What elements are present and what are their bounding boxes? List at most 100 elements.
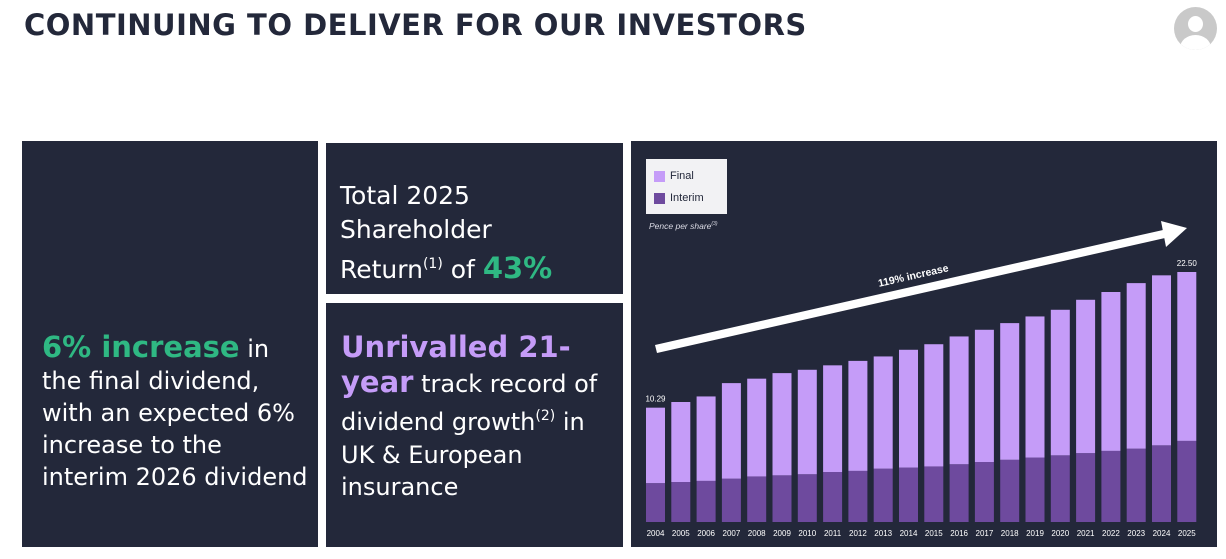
total-label-2025: 22.50 bbox=[1177, 259, 1198, 268]
dividend-increase-panel: 6% increase in the final dividend, with … bbox=[22, 141, 318, 547]
bar-final-2016 bbox=[949, 336, 969, 465]
avatar-body bbox=[1180, 35, 1211, 50]
track-record-body-a: track record of dividend growth bbox=[341, 369, 598, 437]
x-tick-label-2007: 2007 bbox=[723, 529, 741, 538]
shareholder-return-text: Total 2025 Shareholder Return(1) of 43% bbox=[340, 179, 615, 287]
bar-final-2024 bbox=[1152, 275, 1171, 446]
bar-final-2022 bbox=[1101, 292, 1121, 451]
x-tick-label-2022: 2022 bbox=[1102, 529, 1120, 538]
x-tick-label-2011: 2011 bbox=[824, 529, 842, 538]
bar-final-2011 bbox=[823, 365, 843, 472]
return-footnote: (1) bbox=[422, 256, 443, 272]
chart-y-unit-footnote: (3) bbox=[711, 221, 718, 228]
track-record-panel: Unrivalled 21-year track record of divid… bbox=[326, 303, 623, 547]
x-tick-label-2025: 2025 bbox=[1178, 529, 1196, 538]
bar-interim-2009 bbox=[772, 475, 792, 522]
shareholder-return-panel: Total 2025 Shareholder Return(1) of 43% bbox=[326, 143, 623, 294]
bar-interim-2012 bbox=[848, 470, 868, 522]
dividend-increase-highlight: 6% increase bbox=[42, 330, 240, 364]
return-line-3-mid: of bbox=[442, 255, 483, 284]
legend-label-final: Final bbox=[670, 170, 694, 182]
bar-interim-2022 bbox=[1101, 450, 1121, 522]
growth-arrow-shaft bbox=[655, 230, 1165, 353]
bar-interim-2024 bbox=[1152, 445, 1171, 522]
x-tick-label-2023: 2023 bbox=[1127, 529, 1145, 538]
bar-final-2006 bbox=[696, 396, 716, 481]
return-line-3: Return(1) of 43% bbox=[340, 247, 615, 287]
bar-final-2017 bbox=[974, 329, 994, 462]
x-tick-label-2013: 2013 bbox=[874, 529, 892, 538]
bar-interim-2010 bbox=[797, 474, 817, 522]
bar-final-2019 bbox=[1025, 316, 1045, 458]
bar-interim-2025 bbox=[1177, 440, 1197, 522]
bar-final-2018 bbox=[1000, 323, 1020, 460]
bar-final-2005 bbox=[671, 402, 691, 482]
dividend-increase-body: in the final dividend, with an expected … bbox=[42, 335, 308, 491]
return-line-2: Shareholder bbox=[340, 215, 492, 244]
x-tick-label-2008: 2008 bbox=[748, 529, 766, 538]
bar-final-2021 bbox=[1076, 299, 1096, 454]
legend-item-interim: Interim bbox=[654, 191, 704, 205]
bar-interim-2018 bbox=[1000, 459, 1020, 522]
bar-final-2020 bbox=[1050, 309, 1070, 456]
chart-legend: Final Interim bbox=[646, 159, 727, 214]
x-tick-label-2012: 2012 bbox=[849, 529, 867, 538]
track-record-text: Unrivalled 21-year track record of divid… bbox=[341, 331, 616, 504]
bar-interim-2008 bbox=[747, 476, 767, 522]
bar-final-2023 bbox=[1126, 283, 1146, 449]
track-record-footnote: (2) bbox=[535, 408, 556, 424]
total-label-2004: 10.29 bbox=[645, 395, 666, 404]
bar-interim-2006 bbox=[696, 480, 716, 522]
bar-interim-2020 bbox=[1050, 455, 1070, 522]
track-record-body-b: in UK & European insurance bbox=[341, 408, 585, 501]
bar-final-2025 bbox=[1177, 272, 1197, 441]
track-record-highlight: Unrivalled 21-year bbox=[341, 330, 571, 399]
bar-interim-2023 bbox=[1126, 448, 1146, 522]
x-tick-label-2018: 2018 bbox=[1001, 529, 1019, 538]
bar-interim-2019 bbox=[1025, 457, 1045, 522]
x-tick-label-2015: 2015 bbox=[925, 529, 943, 538]
bar-interim-2014 bbox=[899, 467, 918, 522]
bar-final-2008 bbox=[747, 378, 767, 477]
chart-y-unit-text: Pence per share bbox=[649, 221, 712, 231]
bar-interim-2017 bbox=[974, 462, 994, 522]
x-tick-label-2006: 2006 bbox=[697, 529, 715, 538]
bar-final-2010 bbox=[797, 369, 817, 475]
return-value: 43% bbox=[482, 251, 553, 285]
bar-interim-2005 bbox=[671, 482, 691, 522]
x-tick-label-2016: 2016 bbox=[950, 529, 968, 538]
bar-interim-2007 bbox=[721, 478, 741, 522]
legend-item-final: Final bbox=[654, 169, 694, 183]
dividend-increase-text: 6% increase in the final dividend, with … bbox=[42, 331, 312, 493]
return-line-1: Total 2025 bbox=[340, 181, 470, 210]
user-avatar-icon[interactable] bbox=[1174, 7, 1217, 50]
bar-final-2013 bbox=[873, 356, 893, 469]
avatar-head bbox=[1188, 16, 1203, 32]
bar-final-2009 bbox=[772, 373, 792, 476]
bar-interim-2004 bbox=[646, 483, 665, 522]
bar-final-2007 bbox=[721, 383, 741, 479]
x-tick-label-2017: 2017 bbox=[976, 529, 994, 538]
bar-interim-2015 bbox=[924, 466, 944, 522]
x-tick-label-2019: 2019 bbox=[1026, 529, 1044, 538]
bar-interim-2016 bbox=[949, 464, 969, 522]
x-tick-label-2004: 2004 bbox=[647, 529, 665, 538]
bar-final-2015 bbox=[924, 344, 944, 467]
x-tick-label-2024: 2024 bbox=[1153, 529, 1171, 538]
dividend-chart-panel: 2004 10.29 2005 2006 2007 2008 2009 2010 2011 201… bbox=[631, 141, 1217, 547]
bar-interim-2011 bbox=[823, 472, 843, 522]
chart-y-unit-label: Pence per share(3) bbox=[649, 221, 718, 231]
x-tick-label-2021: 2021 bbox=[1077, 529, 1095, 538]
legend-swatch-final bbox=[654, 170, 665, 182]
page-title: CONTINUING TO DELIVER FOR OUR INVESTORS bbox=[24, 8, 807, 42]
x-tick-label-2020: 2020 bbox=[1051, 529, 1069, 538]
legend-label-interim: Interim bbox=[670, 192, 704, 204]
x-tick-label-2014: 2014 bbox=[900, 529, 918, 538]
bar-final-2004 bbox=[646, 407, 665, 484]
growth-arrow-head bbox=[1161, 221, 1187, 247]
dividend-bar-chart: 2004 10.29 2005 2006 2007 2008 2009 2010 2011 201… bbox=[645, 221, 1198, 538]
x-tick-label-2009: 2009 bbox=[773, 529, 791, 538]
bar-interim-2013 bbox=[873, 468, 893, 522]
return-line-3-prefix: Return bbox=[340, 255, 423, 284]
x-tick-label-2010: 2010 bbox=[798, 529, 816, 538]
